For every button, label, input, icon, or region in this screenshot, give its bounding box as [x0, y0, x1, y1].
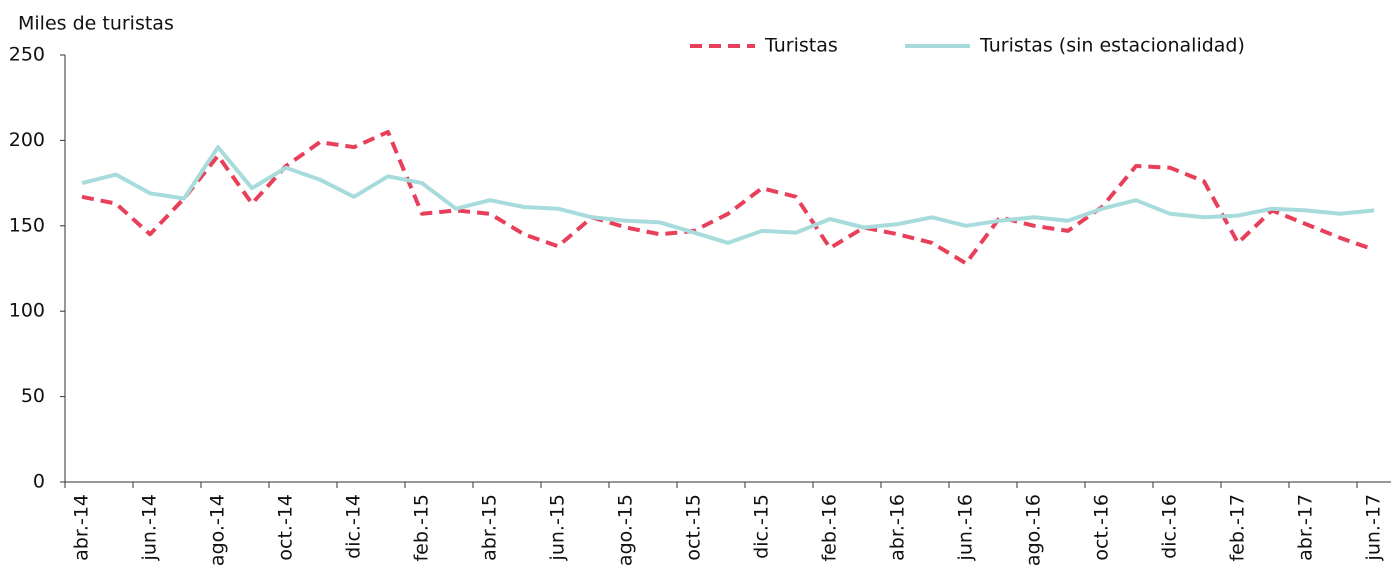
y-tick-label: 0 — [33, 471, 45, 493]
x-tick-label: ago.-16 — [1023, 494, 1045, 566]
x-tick-label: feb.-17 — [1227, 494, 1249, 562]
y-tick-label: 150 — [9, 214, 45, 236]
x-tick-label: dic.-15 — [751, 494, 773, 559]
x-tick-label: oct.-15 — [683, 494, 705, 561]
line-series — [81, 145, 1375, 245]
x-tick-label: abr.-14 — [71, 494, 93, 561]
y-tick-label: 100 — [9, 300, 45, 322]
x-tick-label: oct.-14 — [275, 494, 297, 561]
y-tick-label: 250 — [9, 44, 45, 66]
x-tick-label: jun.-16 — [955, 494, 977, 561]
x-tick-label: jun.-17 — [1363, 494, 1385, 561]
x-tick-label: ago.-15 — [615, 494, 637, 566]
x-tick-label: abr.-15 — [479, 494, 501, 561]
y-axis-label: Miles de turistas — [18, 13, 174, 35]
x-tick-label: feb.-16 — [819, 494, 841, 562]
x-tick-label: abr.-17 — [1295, 494, 1317, 561]
y-tick-label: 50 — [21, 385, 45, 407]
x-tick-label: ago.-14 — [207, 494, 229, 566]
x-tick-label: oct.-16 — [1091, 494, 1113, 561]
line-series — [81, 129, 1375, 266]
x-tick-label: feb.-15 — [411, 494, 433, 562]
legend-label: Turistas (sin estacionalidad) — [979, 35, 1245, 57]
legend-label: Turistas — [764, 35, 838, 57]
x-tick-label: dic.-14 — [343, 494, 365, 559]
x-tick-label: jun.-14 — [139, 494, 161, 561]
x-tick-label: jun.-15 — [547, 494, 569, 561]
x-tick-label: dic.-16 — [1159, 494, 1181, 559]
y-tick-label: 200 — [9, 129, 45, 151]
x-tick-label: abr.-16 — [887, 494, 909, 561]
